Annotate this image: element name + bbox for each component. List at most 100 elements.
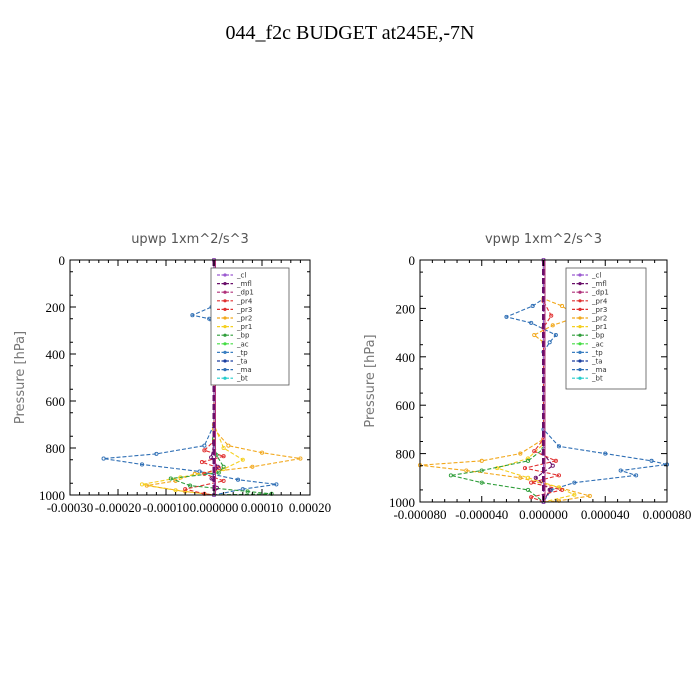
data-point: [526, 458, 531, 463]
legend-marker: [578, 282, 582, 286]
data-point: [202, 443, 207, 448]
data-point: [550, 323, 555, 328]
legend: _cl_mfl_dp1_pr4_pr3_pr2_pr1_bp_ac_tp_ta_…: [210, 267, 290, 386]
data-point: [221, 445, 226, 451]
data-point: [553, 332, 558, 338]
legend-marker: [223, 333, 227, 337]
data-point: [168, 476, 173, 481]
legend-label: _tp: [236, 349, 248, 357]
data-point: [214, 452, 219, 458]
legend-label: _pr3: [591, 306, 607, 314]
data-point: [529, 495, 534, 500]
x-tick-label: -0.00020: [95, 500, 142, 515]
data-point: [101, 456, 106, 461]
legend-marker: [223, 307, 227, 311]
legend-marker: [578, 368, 582, 372]
data-point: [530, 303, 535, 309]
legend-label: _dp1: [236, 289, 254, 297]
data-point: [144, 483, 149, 488]
legend-marker: [223, 290, 227, 294]
data-point: [154, 451, 159, 456]
data-point: [532, 449, 537, 454]
y-tick-label: 200: [396, 301, 416, 316]
legend-marker: [578, 316, 582, 320]
y-tick-label: 600: [396, 398, 416, 413]
data-point: [504, 314, 509, 319]
data-point: [187, 483, 193, 488]
legend-marker: [578, 359, 582, 363]
legend-marker: [578, 307, 582, 311]
y-tick-label: 800: [396, 447, 416, 462]
data-point: [183, 487, 188, 492]
data-point: [649, 458, 654, 463]
legend-label: _ta: [236, 358, 248, 366]
data-point: [250, 464, 255, 469]
legend-label: _pr2: [236, 315, 252, 323]
legend-label: _mfl: [591, 280, 607, 288]
data-point: [526, 456, 531, 461]
legend-marker: [578, 273, 582, 277]
legend-marker: [578, 299, 582, 303]
x-tick-label: 0.000080: [643, 507, 692, 522]
data-point: [556, 444, 561, 449]
x-tick-label: -0.00010: [143, 500, 190, 515]
legend-label: _bp: [236, 332, 250, 340]
x-tick-label: -0.000040: [455, 507, 508, 522]
legend-marker: [578, 290, 582, 294]
data-point: [518, 451, 523, 456]
legend-marker: [578, 333, 582, 337]
data-point: [216, 470, 221, 475]
data-point: [529, 320, 534, 325]
legend-label: _bp: [591, 332, 605, 340]
data-point: [221, 478, 226, 483]
legend-marker: [223, 376, 227, 380]
plot-frame: [69, 259, 311, 496]
data-point: [448, 473, 453, 478]
panel-title: vpwp 1xm^2/s^3: [485, 232, 602, 247]
data-point: [522, 466, 528, 471]
data-point: [226, 443, 231, 448]
data-point: [139, 482, 145, 487]
data-point: [173, 488, 178, 493]
y-tick-label: 0: [59, 253, 66, 268]
legend-marker: [223, 342, 227, 346]
data-point: [235, 477, 241, 482]
series-line-pr4: [524, 260, 563, 503]
x-tick-label: 0.00010: [241, 500, 283, 515]
legend-label: _pr2: [591, 315, 607, 323]
legend: _cl_mfl_dp1_pr4_pr3_pr2_pr1_bp_ac_tp_ta_…: [565, 267, 647, 390]
data-point: [215, 464, 220, 469]
data-point: [526, 487, 531, 492]
legend-marker: [223, 368, 227, 372]
x-tick-label: 0.00020: [289, 500, 331, 515]
y-tick-label: 400: [396, 350, 416, 365]
data-point: [202, 448, 207, 453]
y-tick-label: 600: [46, 394, 66, 409]
data-point: [259, 450, 265, 455]
y-axis-label: Pressure [hPa]: [363, 334, 378, 427]
data-point: [274, 482, 279, 487]
series-line-ma: [504, 260, 668, 503]
x-tick-label: 0.000000: [190, 500, 239, 515]
series-line-pr1: [495, 260, 577, 503]
data-point: [572, 492, 577, 497]
legend-marker: [223, 273, 227, 277]
y-axis-label: Pressure [hPa]: [13, 331, 28, 424]
data-point: [556, 473, 561, 478]
legend-marker: [223, 282, 227, 286]
data-point: [526, 475, 531, 480]
data-point: [464, 468, 469, 473]
data-point: [547, 487, 552, 492]
legend-label: _ma: [591, 366, 607, 374]
data-point: [553, 458, 558, 463]
data-point: [618, 468, 623, 473]
data-point: [549, 313, 554, 318]
data-point: [298, 456, 303, 461]
legend-label: _pr1: [591, 323, 607, 331]
figure-title: 044_f2c BUDGET at245E,-7N: [225, 22, 475, 44]
legend-marker: [223, 325, 227, 329]
legend-label: _pr1: [236, 323, 252, 331]
data-point: [529, 480, 534, 485]
